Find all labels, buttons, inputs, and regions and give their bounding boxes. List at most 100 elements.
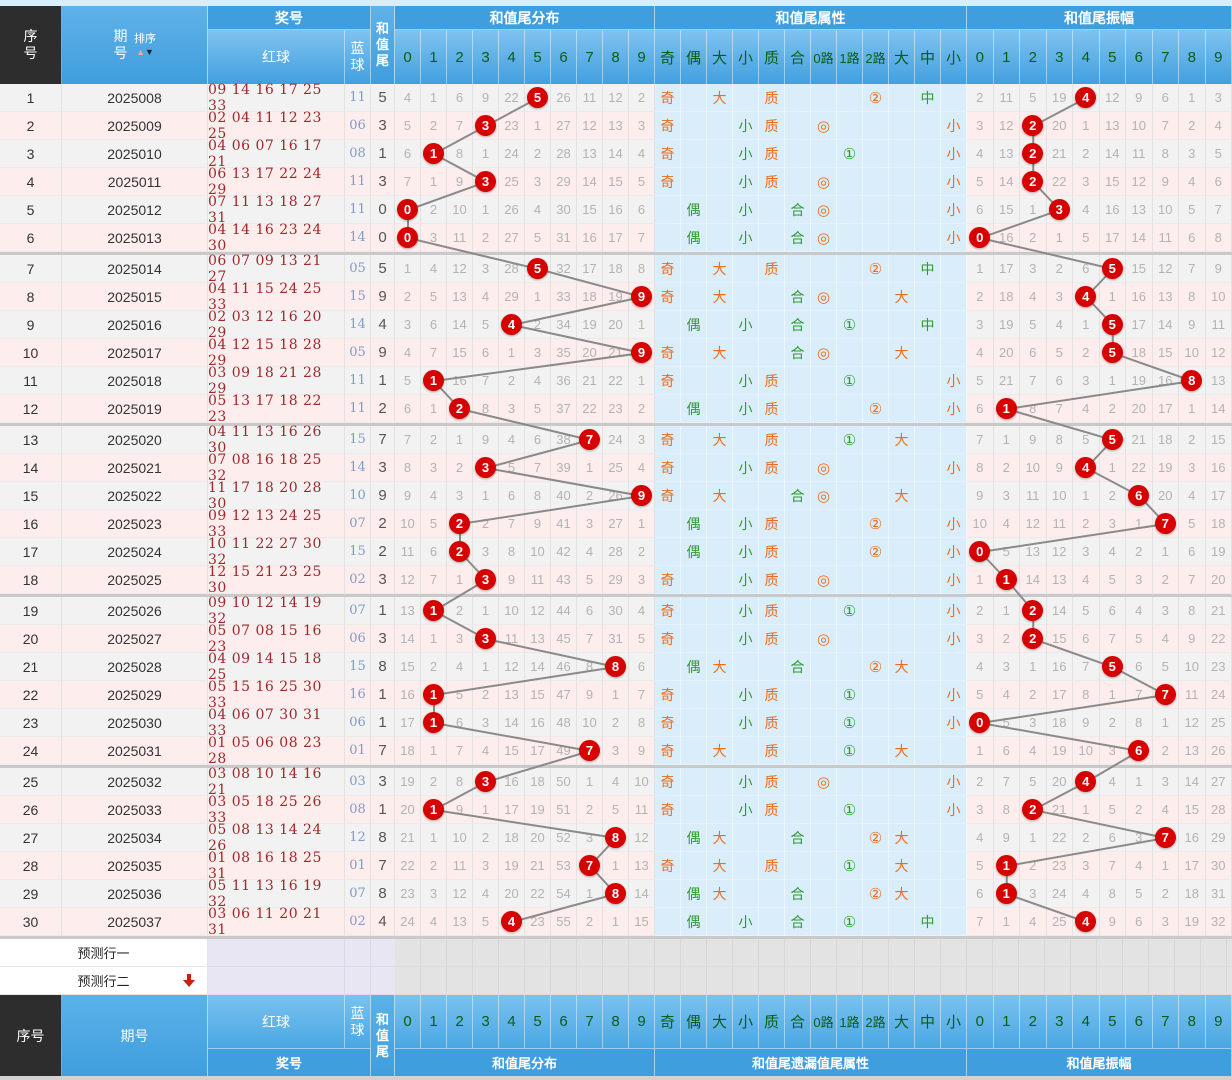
attr-cell	[707, 768, 733, 796]
attr-cell	[707, 908, 733, 936]
amp-miss-count: 12	[1052, 544, 1067, 559]
dist-miss-count: 38	[556, 432, 571, 447]
amp-miss-count: 1	[1108, 687, 1116, 702]
dist-cell: 8	[499, 538, 525, 566]
attr-cell: 奇	[655, 566, 681, 594]
amp-cell: 9	[1099, 908, 1126, 936]
amp-hit-circle: 6	[1128, 740, 1150, 761]
dist-cell: 55	[551, 908, 577, 936]
amp-cell: 9	[1179, 625, 1206, 653]
amp-cell: 3	[1046, 283, 1073, 311]
attr-cell	[655, 510, 681, 538]
amp-cell: 5	[1020, 311, 1047, 339]
header-amp-col-4: 4	[1073, 30, 1100, 84]
dist-cell: 14	[499, 709, 525, 737]
amp-cell: 1	[967, 737, 994, 765]
attr-cell: ②	[863, 255, 889, 283]
dist-cell: 26	[551, 84, 577, 112]
prediction-label-2[interactable]: 预测行二	[0, 967, 208, 995]
attr-cell	[863, 852, 889, 880]
dist-cell: 1	[577, 454, 603, 482]
dist-cell: 11	[447, 224, 473, 252]
amp-cell: 1	[1046, 224, 1073, 252]
period-cell: 2025020	[62, 426, 208, 454]
amp-miss-count: 10	[1211, 289, 1226, 304]
dist-miss-count: 22	[582, 401, 597, 416]
dist-miss-count: 1	[481, 603, 490, 618]
amp-miss-count: 1	[1188, 90, 1196, 105]
dist-cell: 27	[551, 112, 577, 140]
amp-miss-count: 2	[976, 603, 984, 618]
attr-cell	[811, 395, 837, 423]
dist-miss-count: 4	[429, 488, 438, 503]
dist-cell: 17	[525, 737, 551, 765]
table-row: 21 2025028 04 09 14 15 18 25 15 8 15 2 4 1 12 14 46…	[0, 651, 1232, 683]
amp-cell: 1	[993, 880, 1020, 908]
dist-cell: 1	[473, 597, 499, 625]
dist-miss-count: 30	[556, 202, 571, 217]
attr-cell	[863, 454, 889, 482]
attr-cell: 偶	[681, 395, 707, 423]
attr-cell: 奇	[655, 597, 681, 625]
dist-miss-count: 24	[608, 432, 623, 447]
amp-miss-count: 5	[1002, 544, 1010, 559]
amp-cell: 2	[1179, 112, 1206, 140]
red-down-arrow-icon[interactable]	[183, 974, 195, 987]
dist-miss-count: 12	[634, 830, 649, 845]
amp-cell: 3	[1099, 737, 1126, 765]
attr-cell	[863, 681, 889, 709]
amp-cell: 17	[1126, 311, 1153, 339]
dist-miss-count: 1	[481, 802, 490, 817]
dist-cell: 11	[629, 796, 655, 824]
amp-miss-count: 1	[1002, 914, 1010, 929]
attr-cell: 大	[889, 283, 915, 311]
amp-miss-count: 18	[999, 289, 1014, 304]
amp-miss-count: 1	[1135, 774, 1143, 789]
amp-cell: 4	[1073, 196, 1100, 224]
sum-tail-value: 2	[371, 538, 395, 566]
amp-miss-count: 8	[1188, 289, 1196, 304]
header-dist-col-6: 6	[551, 30, 577, 84]
amp-miss-count: 20	[1158, 488, 1173, 503]
prediction-row-2: 预测行二	[0, 967, 1232, 995]
period-cell: 2025030	[62, 709, 208, 737]
attr-cell: 合	[785, 196, 811, 224]
attr-cell: 合	[785, 824, 811, 852]
attr-cell: ②	[863, 395, 889, 423]
amp-cell: 13	[1152, 283, 1179, 311]
dist-miss-count: 6	[429, 317, 438, 332]
dist-cell: 1	[421, 737, 447, 765]
amp-hit-circle: 5	[1101, 429, 1123, 450]
dist-hit-circle: 9	[631, 342, 652, 363]
dist-cell: 1	[603, 908, 629, 936]
amp-cell: 14	[1179, 768, 1206, 796]
dist-cell: 2	[499, 367, 525, 395]
dist-cell: 23	[525, 908, 551, 936]
attr-cell: 偶	[681, 311, 707, 339]
amp-cell: 19	[1046, 737, 1073, 765]
amp-miss-count: 12	[1025, 516, 1040, 531]
dist-cell: 9	[473, 426, 499, 454]
dist-miss-count: 3	[481, 261, 490, 276]
sort-asc-icon[interactable]: ▲	[136, 46, 145, 57]
amp-miss-count: 12	[1211, 345, 1226, 360]
amp-cell: 19	[1205, 538, 1232, 566]
dist-miss-count: 6	[533, 432, 542, 447]
amp-cell: 21	[993, 367, 1020, 395]
attr-cell	[733, 283, 759, 311]
period-cell: 2025012	[62, 196, 208, 224]
amp-miss-count: 15	[1052, 631, 1067, 646]
footer-attr-col-7: 1路	[837, 995, 863, 1048]
amp-miss-count: 7	[1214, 202, 1222, 217]
dist-cell: 13	[603, 112, 629, 140]
sort-desc-icon[interactable]: ▼	[145, 46, 154, 57]
prediction-label-1[interactable]: 预测行一	[0, 939, 208, 967]
dist-miss-count: 18	[530, 774, 545, 789]
attr-cell	[915, 625, 941, 653]
table-row: 26 2025033 03 05 18 25 26 33 08 1 20 1 9 1 17 19 51…	[0, 794, 1232, 826]
amp-miss-count: 20	[1052, 774, 1067, 789]
dist-miss-count: 5	[585, 572, 594, 587]
dist-cell: 43	[551, 566, 577, 594]
dist-cell: 39	[551, 454, 577, 482]
dist-cell: 46	[551, 653, 577, 681]
